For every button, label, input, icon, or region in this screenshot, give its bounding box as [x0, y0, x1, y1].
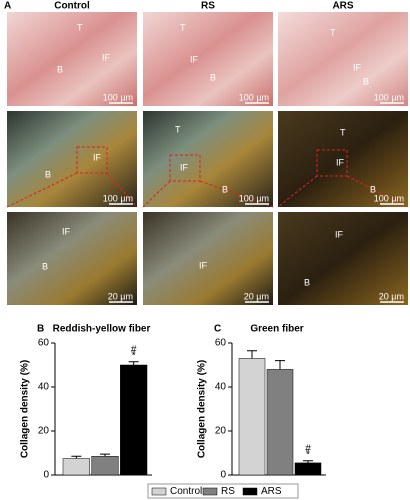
panel-label: A: [4, 1, 11, 12]
significance-mark: #: [305, 443, 311, 454]
error-bar: [71, 455, 82, 459]
image-label: IF: [199, 260, 208, 270]
y-tick-label: 60: [215, 338, 227, 349]
column-title: Control: [54, 1, 90, 12]
image-label: B: [45, 169, 51, 179]
error-bar: [303, 460, 313, 463]
error-bar: [128, 361, 139, 365]
scale-label: 20 µm: [108, 291, 133, 301]
scale-label: 100 µm: [239, 193, 269, 203]
image-label: B: [42, 261, 48, 271]
significance-mark: *: [132, 350, 136, 361]
legend-label: ARS: [261, 486, 282, 497]
image-label: B: [57, 64, 63, 74]
image-label: IF: [353, 62, 362, 72]
legend: [147, 483, 299, 499]
y-tick-label: 20: [38, 426, 50, 437]
column-title: ARS: [332, 1, 353, 12]
bar: [266, 369, 294, 476]
significance-mark: *: [306, 449, 310, 460]
legend-swatch: [202, 487, 218, 496]
image-label: B: [370, 184, 376, 194]
micrograph: [7, 111, 137, 207]
micrograph: [278, 111, 408, 207]
legend-box: [147, 483, 299, 499]
y-tick-label: 40: [215, 382, 227, 393]
panel-label: B: [37, 324, 44, 335]
y-tick-label: 0: [220, 470, 226, 481]
micrograph: [143, 12, 273, 106]
bar: [91, 456, 119, 476]
y-tick-label: 20: [215, 426, 227, 437]
micrograph: [7, 12, 137, 106]
significance-mark: #: [131, 344, 137, 355]
micrograph: [278, 12, 408, 106]
image-label: IF: [62, 226, 71, 236]
bar: [294, 462, 322, 476]
image-label: T: [340, 127, 346, 137]
image-label: IF: [335, 229, 344, 239]
image-label: T: [180, 22, 186, 32]
y-axis-label: Collagen density (%): [20, 360, 31, 458]
bar: [238, 358, 266, 476]
y-tick-label: 40: [38, 382, 50, 393]
image-label: IF: [190, 54, 199, 64]
error-bar: [275, 360, 285, 370]
scale-label: 100 µm: [239, 92, 269, 102]
micrograph: [7, 212, 137, 305]
image-label: B: [304, 277, 310, 287]
scale-label: 20 µm: [379, 291, 404, 301]
legend-label: Control: [170, 486, 202, 497]
error-bar: [247, 350, 257, 359]
image-label: B: [222, 184, 228, 194]
legend-swatch: [151, 487, 167, 496]
image-label: IF: [93, 152, 102, 162]
image-label: B: [363, 76, 369, 86]
micrograph: [278, 212, 408, 305]
y-axis-label: Collagen density (%): [197, 360, 208, 458]
scale-label: 100 µm: [374, 92, 404, 102]
scale-label: 100 µm: [103, 193, 133, 203]
image-label: T: [77, 22, 83, 32]
y-tick-label: 0: [43, 470, 49, 481]
micrograph: [143, 111, 273, 207]
panel-label: C: [214, 324, 221, 335]
image-label: IF: [180, 162, 189, 172]
scale-label: 100 µm: [103, 92, 133, 102]
scale-label: 20 µm: [244, 291, 269, 301]
micrograph: [143, 212, 273, 305]
image-label: IF: [336, 157, 345, 167]
image-label: T: [175, 124, 181, 134]
image-label: IF: [102, 52, 111, 62]
legend-swatch: [242, 487, 258, 496]
column-title: RS: [201, 1, 215, 12]
scale-label: 100 µm: [374, 193, 404, 203]
micrographs: [6, 12, 409, 305]
chart-title: Green fiber: [250, 324, 303, 335]
image-label: B: [210, 72, 216, 82]
error-bar: [100, 453, 110, 457]
bar: [62, 458, 90, 476]
chart-title: Reddish-yellow fiber: [53, 324, 151, 335]
image-label: T: [330, 27, 336, 37]
bar: [120, 364, 148, 476]
zoom-boxes: [6, 146, 409, 208]
legend-label: RS: [221, 486, 235, 497]
y-tick-label: 60: [38, 338, 50, 349]
